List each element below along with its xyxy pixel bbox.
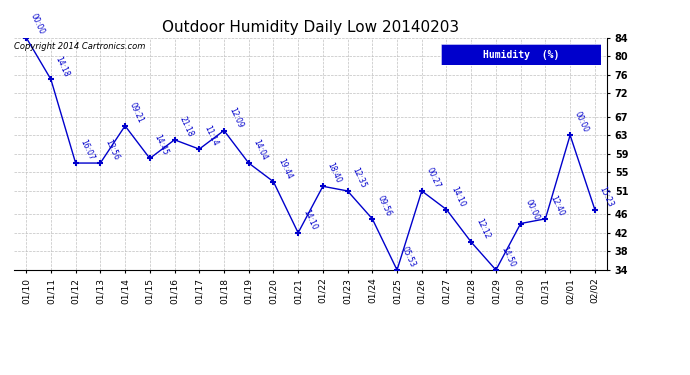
Text: 14:50: 14:50 (499, 245, 516, 268)
Text: 15:23: 15:23 (598, 184, 615, 208)
Text: 12:40: 12:40 (549, 194, 566, 217)
Text: 11:14: 11:14 (202, 124, 219, 148)
Text: 00:00: 00:00 (524, 198, 541, 222)
Text: 05:53: 05:53 (400, 245, 417, 268)
Text: 14:10: 14:10 (301, 208, 319, 231)
Text: 00:27: 00:27 (425, 166, 442, 189)
Text: 09:21: 09:21 (128, 101, 146, 124)
Text: 00:00: 00:00 (29, 12, 47, 36)
Text: 21:18: 21:18 (177, 115, 195, 138)
Text: 12:12: 12:12 (474, 217, 491, 241)
Text: 14:10: 14:10 (449, 184, 467, 208)
Text: Copyright 2014 Cartronics.com: Copyright 2014 Cartronics.com (14, 42, 146, 51)
Text: 12:09: 12:09 (227, 106, 244, 129)
Text: 16:07: 16:07 (79, 138, 96, 162)
Text: 19:44: 19:44 (277, 157, 294, 180)
Text: 14:45: 14:45 (152, 134, 170, 157)
Text: 14:18: 14:18 (54, 54, 71, 78)
Text: 09:56: 09:56 (375, 194, 393, 217)
Title: Outdoor Humidity Daily Low 20140203: Outdoor Humidity Daily Low 20140203 (162, 20, 459, 35)
Text: 00:00: 00:00 (573, 110, 591, 134)
Text: 13:56: 13:56 (104, 138, 121, 162)
Text: 14:04: 14:04 (252, 138, 269, 162)
Text: 18:40: 18:40 (326, 161, 343, 185)
Text: 12:35: 12:35 (351, 166, 368, 189)
